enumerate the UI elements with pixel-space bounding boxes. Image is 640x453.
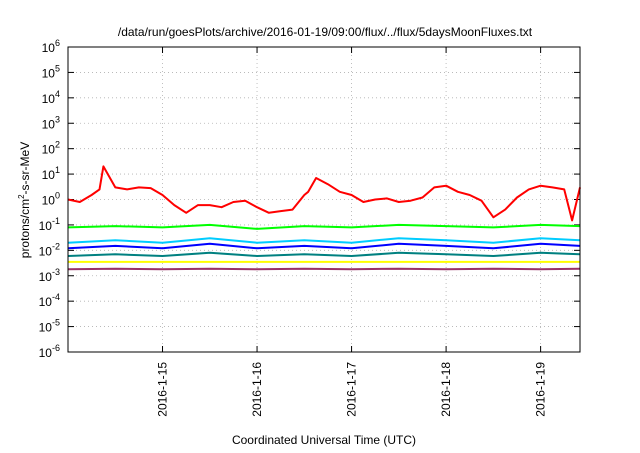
chart-title: /data/run/goesPlots/archive/2016-01-19/0… — [118, 25, 533, 39]
series-line — [67, 242, 581, 250]
y-axis-label-sup: 2 — [17, 194, 26, 199]
x-tick-label: 2016-1-18 — [439, 362, 453, 417]
y-tick-label: 100 — [42, 191, 60, 208]
y-tick-label: 10-4 — [39, 292, 60, 309]
y-tick-label: 106 — [42, 38, 60, 55]
y-tick-label: 102 — [42, 140, 60, 157]
x-tick-label: 2016-1-16 — [250, 362, 264, 417]
y-tick-label: 104 — [42, 89, 60, 106]
x-tick-label: 2016-1-17 — [345, 362, 359, 417]
y-tick-label: 103 — [42, 114, 60, 131]
series-line — [67, 237, 581, 244]
y-tick-label: 10-3 — [39, 267, 60, 284]
y-axis-ticks: 10-6 10-5 10-4 10-3 10-2 10-1 100 101 102 103 104 1… — [39, 38, 580, 360]
y-tick-label: 105 — [42, 63, 60, 80]
x-tick-label: 2016-1-15 — [156, 362, 170, 417]
series-line — [67, 165, 581, 222]
series-line — [67, 223, 581, 230]
y-axis-label-suffix: -s-sr-MeV — [18, 142, 32, 195]
y-axis-label-prefix: protons/cm — [18, 199, 32, 258]
plot-frame — [67, 46, 581, 353]
x-axis-ticks: 2016-1-15 2016-1-16 2016-1-17 2016-1-18 2016… — [156, 47, 548, 417]
y-tick-label: 10-6 — [39, 343, 60, 360]
series-lines — [67, 165, 581, 271]
series-line — [67, 251, 581, 257]
x-tick-label: 2016-1-19 — [534, 362, 548, 417]
y-tick-label: 10-1 — [39, 216, 60, 233]
grid-lines — [68, 47, 580, 352]
y-axis-label: protons/cm2-s-sr-MeV — [17, 142, 32, 258]
series-line — [67, 267, 581, 271]
y-tick-label: 10-2 — [39, 241, 60, 258]
y-tick-label: 10-5 — [39, 318, 60, 335]
x-axis-label: Coordinated Universal Time (UTC) — [232, 433, 416, 447]
y-tick-label: 101 — [42, 165, 60, 182]
